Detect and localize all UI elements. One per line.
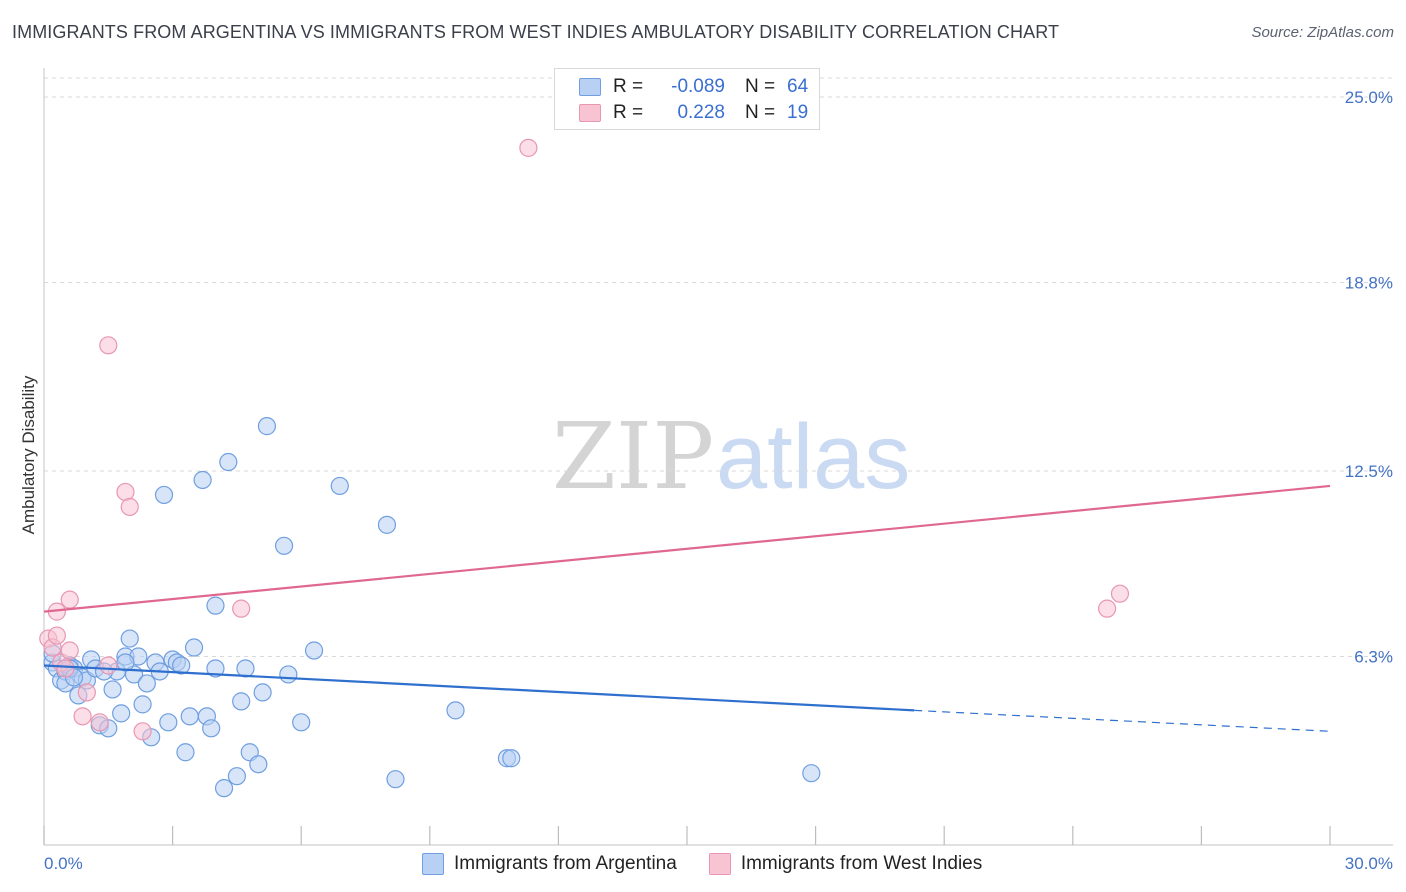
tick-labels: 0.0% 30.0% 6.3% 12.5% 18.8% 25.0%	[44, 88, 1393, 873]
westindies-point	[99, 336, 118, 355]
argentina-point	[292, 713, 311, 732]
watermark: ZIP atlas	[552, 403, 910, 510]
legend-item-westindies: Immigrants from West Indies	[708, 853, 983, 875]
legend-row-argentina: R = -0.089 N = 64	[579, 75, 808, 99]
legend-label: Immigrants from West Indies	[740, 853, 983, 874]
argentina-point	[446, 701, 465, 720]
n-value: 64	[787, 76, 809, 97]
axes	[43, 68, 1393, 846]
argentina-point	[137, 674, 156, 693]
r-value: 0.228	[677, 102, 725, 123]
x-tick-label-start: 0.0%	[44, 854, 83, 873]
westindies-point	[519, 138, 538, 157]
chart-title: IMMIGRANTS FROM ARGENTINA VS IMMIGRANTS …	[12, 22, 1060, 42]
n-label: N =	[745, 76, 776, 97]
westindies-point	[60, 590, 79, 609]
argentina-point	[112, 704, 131, 723]
argentina-trend-extension	[914, 709, 1331, 732]
westindies-swatch	[708, 853, 731, 875]
argentina-point	[103, 680, 122, 699]
data-points	[39, 138, 1130, 798]
x-tick-label-end: 30.0%	[1345, 854, 1393, 873]
argentina-point	[377, 515, 397, 534]
westindies-point	[1097, 599, 1117, 618]
r-label: R =	[613, 102, 644, 123]
argentina-point	[176, 743, 195, 762]
argentina-point	[154, 485, 174, 505]
argentina-point	[274, 536, 294, 555]
argentina-point	[159, 713, 178, 732]
argentina-point	[184, 638, 204, 657]
r-label: R =	[613, 76, 644, 97]
trend-lines	[43, 484, 1331, 732]
argentina-point	[253, 683, 272, 702]
argentina-point	[120, 629, 139, 648]
argentina-point	[219, 452, 238, 472]
westindies-trend-line	[43, 484, 1331, 613]
y-tick-label: 25.0%	[1345, 88, 1393, 107]
argentina-point	[227, 767, 246, 786]
westindies-point	[133, 722, 152, 741]
argentina-point	[202, 719, 221, 738]
legend-label: Immigrants from Argentina	[454, 853, 677, 874]
argentina-point	[257, 417, 277, 436]
y-tick-label: 18.8%	[1345, 274, 1393, 293]
y-tick-label: 6.3%	[1354, 648, 1393, 667]
argentina-point	[180, 707, 199, 726]
argentina-point	[116, 653, 135, 672]
y-tick-label: 12.5%	[1345, 462, 1393, 481]
argentina-point	[279, 665, 298, 684]
westindies-point	[90, 713, 109, 732]
westindies-point	[232, 599, 251, 618]
westindies-swatch	[579, 104, 601, 122]
westindies-point	[77, 683, 96, 702]
argentina-point	[193, 470, 212, 490]
correlation-legend: R = -0.089 N = 64 R = 0.228 N = 19	[554, 68, 820, 130]
westindies-point	[1110, 584, 1130, 603]
westindies-point	[73, 707, 92, 726]
argentina-point	[206, 659, 225, 678]
argentina-point	[502, 749, 521, 768]
westindies-point	[116, 482, 135, 502]
series-legend: Immigrants from Argentina Immigrants fro…	[422, 852, 1014, 876]
argentina-point	[232, 692, 251, 711]
argentina-point	[206, 596, 225, 615]
westindies-point	[99, 656, 118, 675]
westindies-point	[47, 626, 66, 645]
grid-lines	[44, 77, 1393, 658]
argentina-point	[236, 659, 255, 678]
westindies-point	[60, 641, 79, 660]
argentina-point	[330, 476, 349, 496]
argentina-point	[802, 764, 821, 783]
argentina-point	[172, 656, 191, 675]
argentina-point	[249, 755, 268, 774]
argentina-point	[133, 695, 152, 714]
n-value: 19	[787, 102, 809, 123]
argentina-trend-line	[43, 664, 915, 712]
source-credit: Source: ZipAtlas.com	[1251, 24, 1394, 41]
argentina-point	[386, 770, 405, 789]
watermark-zip: ZIP	[552, 403, 714, 510]
argentina-point	[304, 641, 324, 660]
legend-row-westindies: R = 0.228 N = 19	[579, 101, 808, 125]
argentina-swatch	[422, 853, 444, 875]
r-value: -0.089	[671, 76, 725, 97]
westindies-point	[56, 659, 75, 678]
legend-item-argentina: Immigrants from Argentina	[422, 853, 677, 875]
westindies-point	[120, 497, 139, 517]
n-label: N =	[745, 102, 776, 123]
watermark-atlas: atlas	[716, 406, 910, 508]
argentina-point	[214, 779, 234, 798]
argentina-swatch	[579, 78, 601, 96]
